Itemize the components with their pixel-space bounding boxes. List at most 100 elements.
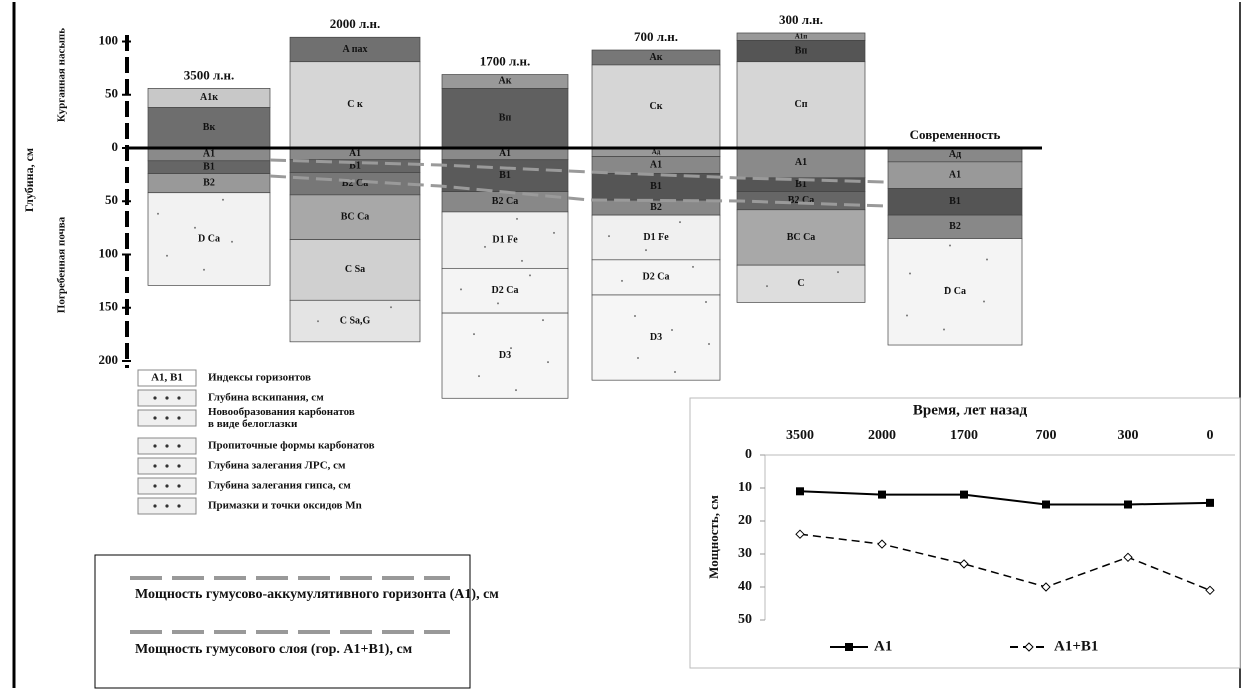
legend-label: A1+B1 (1054, 638, 1098, 654)
carbonate-dot (222, 199, 224, 201)
horizon-label: A1 (203, 149, 215, 160)
carbonate-dot (949, 245, 951, 247)
horizon-label: A1 (650, 159, 662, 170)
marker (1124, 501, 1132, 509)
carbonate-dot (621, 280, 623, 282)
carbonate-dot (645, 249, 647, 251)
carbonate-dot (674, 371, 676, 373)
horizon-label: Cп (795, 99, 808, 110)
y-tick-label: 10 (738, 480, 752, 495)
horizon-label: A1 (949, 169, 961, 180)
horizon-label: A1 (349, 148, 361, 159)
legend-glyph (153, 416, 156, 419)
horizon-label: BC Ca (341, 212, 370, 223)
axis-upper-label: Курганная насыпь (56, 28, 68, 122)
depth-tick-label: 50 (105, 192, 118, 207)
carbonate-dot (166, 255, 168, 257)
legend-text: Глубина залегания ЛРС, см (208, 460, 346, 472)
legend-marker (845, 643, 853, 651)
legend-glyph (153, 396, 156, 399)
profile-title: 2000 л.н. (330, 16, 381, 31)
profile-title: 1700 л.н. (480, 53, 531, 68)
legend-glyph (153, 464, 156, 467)
horizon-label: B2 (949, 221, 961, 232)
horizon-label: B2 Ca (492, 196, 518, 207)
carbonate-dot (708, 343, 710, 345)
x-tick-label: 700 (1036, 428, 1057, 443)
horizon-label: C Sa (345, 264, 365, 275)
horizon-label: B2 (203, 177, 215, 188)
carbonate-dot (203, 269, 205, 271)
box-legend-frame (95, 555, 470, 688)
horizon-label: D Ca (198, 233, 220, 244)
carbonate-dot (521, 260, 523, 262)
axis-lower-label: Погребенная почва (56, 216, 68, 313)
horizon-label: C Sa,G (340, 315, 371, 326)
carbonate-dot (671, 329, 673, 331)
depth-tick-label: 50 (105, 86, 118, 101)
carbonate-dot (497, 302, 499, 304)
x-tick-label: 2000 (868, 428, 896, 443)
horizon-label: BC Ca (787, 232, 816, 243)
carbonate-dot (608, 235, 610, 237)
carbonate-dot (692, 266, 694, 268)
y-tick-label: 20 (738, 513, 752, 528)
carbonate-dot (473, 333, 475, 335)
marker (1206, 499, 1214, 507)
carbonate-dot (460, 288, 462, 290)
legend-label: A1 (874, 638, 892, 654)
horizon-label: Bп (499, 112, 512, 123)
legend-glyph (153, 504, 156, 507)
horizon-label: C (797, 278, 804, 289)
carbonate-dot (515, 389, 517, 391)
legend-text: Глубина вскипания, см (208, 392, 324, 404)
carbonate-dot (317, 320, 319, 322)
carbonate-dot (547, 361, 549, 363)
legend-glyph (177, 504, 180, 507)
carbonate-dot (542, 319, 544, 321)
carbonate-dot (157, 213, 159, 215)
horizon-label: D2 Ca (492, 285, 519, 296)
carbonate-dot (837, 271, 839, 273)
carbonate-dot (679, 221, 681, 223)
y-tick-label: 40 (738, 579, 752, 594)
profile-title: 3500 л.н. (184, 67, 235, 82)
carbonate-dot (529, 274, 531, 276)
horizon-label: A1 (795, 157, 807, 168)
box-legend-text: Мощность гумусового слоя (гор. A1+B1), с… (135, 642, 413, 657)
y-tick-label: 50 (738, 612, 752, 627)
x-tick-label: 1700 (950, 428, 978, 443)
legend-glyph (165, 444, 168, 447)
carbonate-dot (634, 315, 636, 317)
legend-text: Пропиточные формы карбонатов (208, 440, 375, 452)
y-axis-title: Мощность, см (706, 495, 721, 579)
carbonate-dot (390, 306, 392, 308)
profile-title: 300 л.н. (779, 12, 823, 27)
carbonate-dot (194, 227, 196, 229)
horizon-label: B1 (203, 161, 215, 172)
horizon-label: Bп (795, 45, 808, 56)
horizon-label: B1 (650, 181, 662, 192)
carbonate-dot (478, 375, 480, 377)
legend-glyph (165, 416, 168, 419)
legend-text: Примазки и точки оксидов Mn (208, 500, 362, 512)
carbonate-dot (906, 315, 908, 317)
y-tick-label: 30 (738, 546, 752, 561)
horizon-label: B1 (499, 170, 511, 181)
carbonate-dot (705, 301, 707, 303)
marker (878, 491, 886, 499)
horizon-label: B2 (650, 202, 662, 213)
legend-glyph (153, 484, 156, 487)
carbonate-dot (909, 273, 911, 275)
marker (796, 487, 804, 495)
carbonate-dot (943, 329, 945, 331)
carbonate-dot (484, 246, 486, 248)
legend-glyph (177, 484, 180, 487)
horizon-label: Вк (203, 122, 216, 133)
horizon-label: D2 Ca (643, 272, 670, 283)
carbonate-dot (553, 232, 555, 234)
horizon-label: A1 (499, 148, 511, 159)
x-axis-title: Время, лет назад (913, 402, 1028, 418)
horizon-label: A1п (795, 32, 808, 40)
legend-text: Индексы горизонтов (208, 372, 311, 384)
